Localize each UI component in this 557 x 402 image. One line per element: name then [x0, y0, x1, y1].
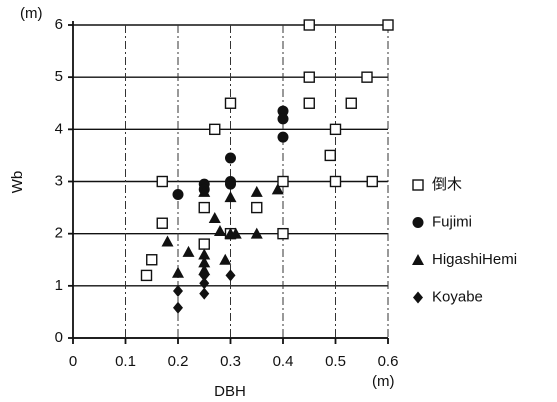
point [366, 175, 378, 188]
legend-label: Fujimi [432, 213, 472, 230]
point [277, 131, 289, 143]
point [172, 266, 184, 278]
legend-label: 倒木 [432, 176, 462, 193]
x-tick-label: 0.6 [378, 353, 399, 370]
point [161, 235, 174, 247]
x-tick-label: 0.3 [220, 353, 241, 370]
point [277, 175, 289, 188]
point [225, 178, 236, 190]
point [198, 256, 211, 268]
point [303, 97, 315, 109]
point [224, 97, 237, 109]
point [199, 269, 210, 282]
x-axis-label: DBH [214, 383, 246, 400]
point [225, 152, 236, 164]
point [361, 71, 373, 83]
point [277, 113, 289, 125]
point [209, 123, 221, 136]
point [271, 183, 284, 195]
point [172, 189, 184, 201]
y-tick-label: 2 [55, 225, 63, 242]
point [208, 212, 221, 224]
point [329, 123, 342, 136]
legend-label: HigashiHemi [432, 251, 517, 268]
legend-marker [412, 254, 424, 265]
x-tick-label: 0.4 [273, 353, 294, 370]
y-axis-label: Wb [9, 171, 26, 194]
y-tick-label: 0 [55, 329, 63, 346]
point [156, 175, 168, 188]
legend-marker [412, 179, 424, 191]
y-tick-label: 3 [55, 172, 63, 189]
point [277, 105, 289, 117]
point [250, 227, 263, 239]
point [198, 238, 210, 250]
y-tick-label: 4 [55, 120, 63, 137]
y-tick-label: 6 [55, 16, 63, 33]
point [224, 191, 237, 203]
point [250, 185, 263, 197]
point [329, 175, 342, 188]
point [303, 19, 315, 31]
x-tick-label: 0.2 [168, 353, 189, 370]
legend-label: Koyabe [432, 288, 483, 305]
point [251, 201, 263, 214]
y-unit: (m) [20, 5, 43, 22]
point [198, 201, 210, 214]
point [225, 269, 236, 282]
point [146, 254, 158, 266]
point [140, 269, 153, 282]
point [198, 185, 211, 197]
point [345, 97, 357, 109]
point [303, 71, 315, 83]
legend-marker [412, 217, 424, 228]
point [198, 248, 211, 260]
point [229, 227, 242, 239]
point [324, 149, 336, 162]
point [277, 227, 289, 240]
x-tick-label: 0.5 [325, 353, 346, 370]
point [156, 217, 168, 229]
y-tick-label: 1 [55, 277, 63, 294]
point [182, 245, 195, 257]
legend-marker [413, 291, 423, 304]
point [199, 277, 210, 290]
point [173, 285, 183, 298]
point [219, 253, 232, 265]
point [199, 287, 210, 300]
point [173, 301, 183, 314]
x-tick-label: 0.1 [115, 353, 136, 370]
y-tick-label: 5 [55, 68, 63, 85]
point [382, 19, 394, 31]
x-unit: (m) [372, 373, 395, 390]
point [214, 225, 226, 237]
x-tick-label: 0 [69, 353, 77, 370]
